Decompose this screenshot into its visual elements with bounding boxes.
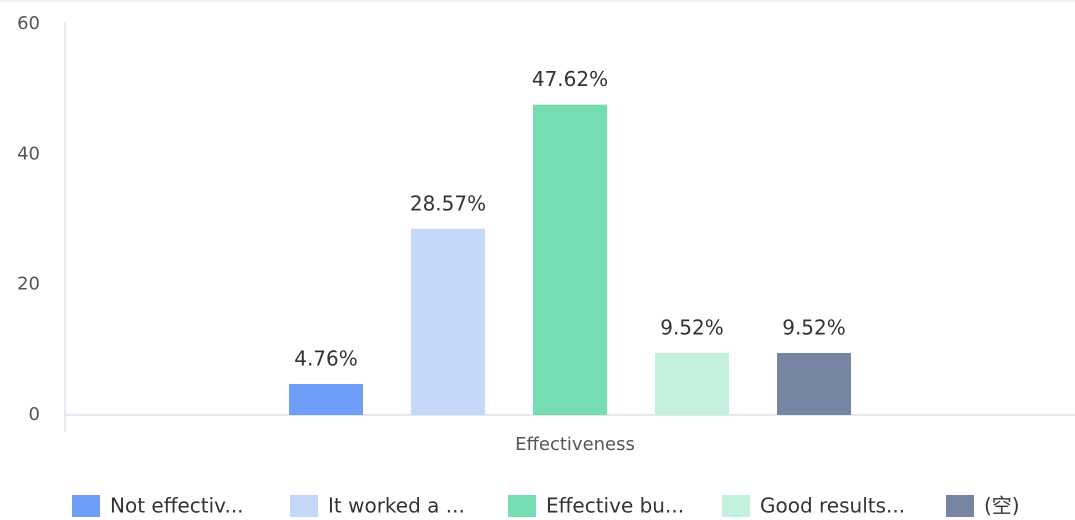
x-tick-label: Effectiveness bbox=[515, 434, 635, 455]
bar bbox=[777, 352, 851, 415]
legend-label: Not effectiv... bbox=[110, 494, 244, 518]
bar bbox=[289, 383, 363, 415]
y-tick-label: 0 bbox=[29, 404, 40, 425]
bar bbox=[655, 352, 729, 415]
y-tick-label: 60 bbox=[17, 13, 40, 34]
legend-swatch bbox=[946, 495, 974, 517]
legend-label: It worked a ... bbox=[328, 494, 465, 518]
legend-swatch bbox=[722, 495, 750, 517]
data-label: 28.57% bbox=[410, 191, 486, 215]
data-label: 47.62% bbox=[532, 67, 608, 91]
y-tick-label: 20 bbox=[17, 274, 40, 295]
data-label: 4.76% bbox=[294, 346, 358, 370]
legend-swatch bbox=[290, 495, 318, 517]
data-label: 9.52% bbox=[782, 315, 846, 339]
legend-label: Effective bu... bbox=[546, 494, 684, 518]
legend-label: (空) bbox=[984, 494, 1020, 518]
bar bbox=[411, 228, 485, 415]
legend-swatch bbox=[72, 495, 100, 517]
data-label: 9.52% bbox=[660, 315, 724, 339]
legend-swatch bbox=[508, 495, 536, 517]
y-tick-label: 40 bbox=[17, 143, 40, 164]
legend-label: Good results... bbox=[760, 494, 905, 518]
bar bbox=[533, 104, 607, 415]
